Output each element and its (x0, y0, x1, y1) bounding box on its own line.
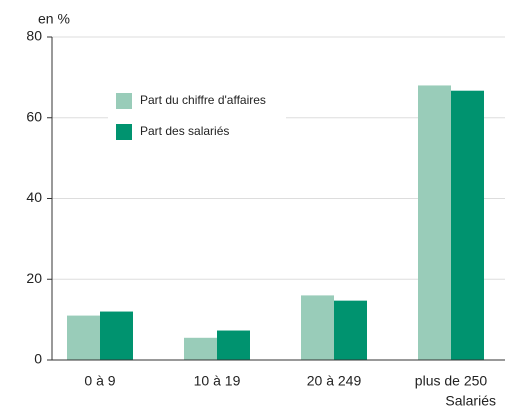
x-tick-label: 0 à 9 (84, 373, 115, 389)
legend-label: Part du chiffre d'affaires (140, 93, 266, 107)
bar (451, 90, 484, 360)
legend-background (108, 85, 286, 148)
y-tick-label: 40 (26, 189, 42, 205)
y-tick-label: 20 (26, 270, 42, 286)
bar (217, 330, 250, 360)
x-tick-label: plus de 250 (415, 373, 488, 389)
y-tick-label: 80 (26, 28, 42, 44)
bar (301, 295, 334, 360)
bar (100, 311, 133, 360)
legend-label: Part des salariés (140, 124, 229, 138)
x-tick-label: 20 à 249 (307, 373, 362, 389)
unit-label: en % (38, 11, 70, 27)
x-axis-label: Salariés (445, 393, 496, 409)
bar (184, 337, 217, 360)
bar (67, 315, 100, 360)
bar (418, 85, 451, 360)
legend-swatch (116, 124, 132, 140)
x-tick-label: 10 à 19 (194, 373, 241, 389)
y-tick-label: 0 (34, 351, 42, 367)
legend-swatch (116, 93, 132, 109)
y-tick-label: 60 (26, 108, 42, 124)
bar (334, 300, 367, 360)
